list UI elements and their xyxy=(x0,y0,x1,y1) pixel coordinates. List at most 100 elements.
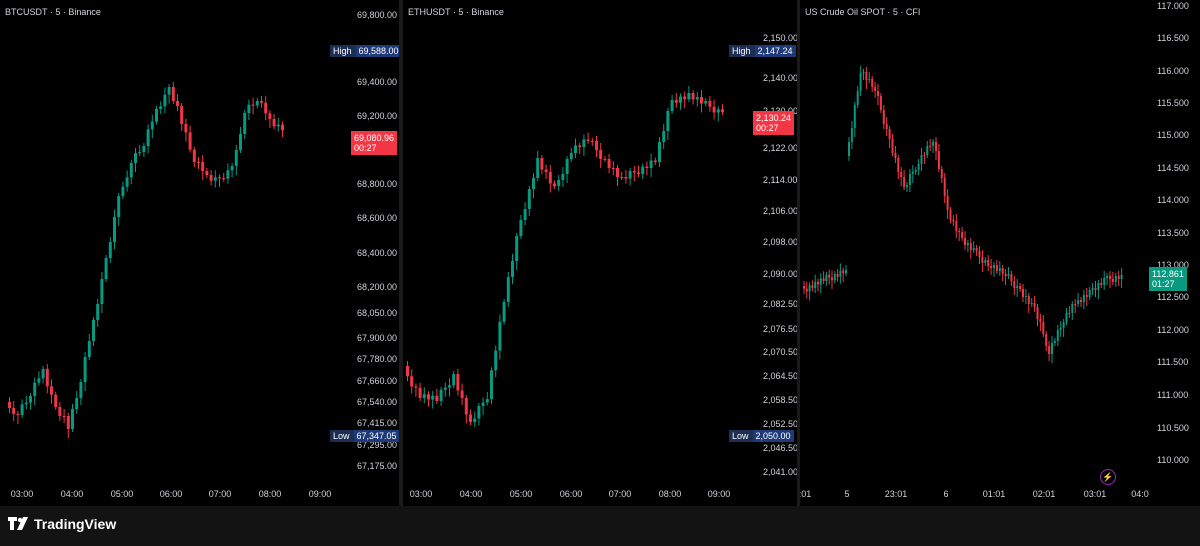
candle-body xyxy=(995,265,998,271)
candle-body xyxy=(469,414,472,422)
candle-body xyxy=(255,101,259,106)
candle-body xyxy=(490,370,493,399)
candle-body xyxy=(1036,307,1039,319)
price-tick-label: 2,082.50 xyxy=(763,299,798,309)
candle-body xyxy=(37,378,41,383)
btc-candles xyxy=(8,82,284,438)
candle-body xyxy=(900,172,903,177)
candle-body xyxy=(574,145,577,153)
price-tick-label: 67,660.00 xyxy=(357,376,398,386)
candle-body xyxy=(180,106,184,124)
tradingview-logo[interactable]: TradingView xyxy=(8,516,116,532)
candle-body xyxy=(811,285,814,288)
symbol-title[interactable]: BTCUSDT · 5 · Binance xyxy=(5,7,101,17)
candle-body xyxy=(1056,330,1059,341)
candle-body xyxy=(1103,278,1106,285)
time-tick-label: 03:00 xyxy=(10,489,34,499)
price-tick-label: 68,400.00 xyxy=(357,248,398,258)
candle-body xyxy=(1051,343,1053,354)
candle-body xyxy=(914,170,917,172)
last-price-badge: 2,130.24 00:27 xyxy=(753,111,795,135)
candle-body xyxy=(226,170,230,179)
candle-body xyxy=(891,139,894,153)
chart-panel-btc[interactable]: BTCUSDT · 5 · Binance 69,800.00 69,400.00… xyxy=(0,0,400,506)
candle-body xyxy=(943,178,946,196)
chart-panel-eth[interactable]: ETHUSDT · 5 · Binance 2,150.00 2,140.00 2,… xyxy=(403,0,798,506)
candle-body xyxy=(839,270,842,277)
candle-body xyxy=(850,128,853,142)
candle-body xyxy=(1077,300,1080,304)
candle-body xyxy=(188,132,192,150)
candle-body xyxy=(485,399,489,403)
candle-body xyxy=(859,73,862,91)
price-tick-label: 2,070.50 xyxy=(763,347,798,357)
candle-body xyxy=(984,260,987,263)
candle-body xyxy=(998,268,1001,271)
symbol-title[interactable]: US Crude Oil SPOT · 5 · CFI xyxy=(805,7,921,17)
candle-body xyxy=(511,261,514,277)
candle-body xyxy=(845,270,847,274)
candle-body xyxy=(712,106,716,113)
price-scale[interactable]: 69,800.0069,400.0069,200.0069,000.0068,8… xyxy=(350,0,400,484)
price-tick-label: 115.000 xyxy=(1157,130,1189,140)
candle-body xyxy=(29,396,32,403)
candle-body xyxy=(611,168,615,169)
time-tick-label: 06:00 xyxy=(159,489,183,499)
time-tick-label: 07:00 xyxy=(208,489,232,499)
time-tick-label: 03:00 xyxy=(409,489,433,499)
lightning-icon[interactable]: ⚡ xyxy=(1100,469,1116,485)
candle-body xyxy=(868,79,871,80)
candle-body xyxy=(448,385,451,388)
candle-body xyxy=(949,210,952,220)
candle-body xyxy=(502,302,506,322)
panel-divider[interactable] xyxy=(399,0,403,506)
candle-body xyxy=(825,274,828,281)
candle-body xyxy=(865,72,868,80)
price-tick-label: 2,090.00 xyxy=(763,269,798,279)
candle-body xyxy=(670,100,674,111)
candle-body xyxy=(281,124,284,130)
candle-body xyxy=(599,150,603,159)
candle-body xyxy=(460,390,464,398)
candle-body xyxy=(1106,276,1109,278)
candle-body xyxy=(557,180,561,186)
candle-body xyxy=(83,357,87,382)
candle-body xyxy=(1094,288,1097,290)
candle-body xyxy=(1062,322,1065,328)
candle-body xyxy=(121,186,125,196)
candle-body xyxy=(117,196,121,217)
candle-body xyxy=(966,243,969,245)
last-price: 69,080.96 xyxy=(354,133,395,143)
candle-body xyxy=(683,96,687,100)
price-scale[interactable]: 117.000 116.500 116.000 115.500 115.000 114.5… xyxy=(1150,0,1200,484)
candle-body xyxy=(700,97,703,104)
candle-body xyxy=(464,398,468,415)
symbol-title[interactable]: ETHUSDT · 5 · Binance xyxy=(408,7,504,17)
candle-body xyxy=(972,248,975,250)
candle-body xyxy=(1033,303,1036,307)
candle-body xyxy=(848,142,850,156)
candle-body xyxy=(1048,346,1051,354)
candle-body xyxy=(908,174,911,185)
candle-body xyxy=(100,279,104,304)
candle-body xyxy=(620,177,624,178)
candle-body xyxy=(272,119,276,127)
candle-body xyxy=(192,149,196,162)
bar-countdown: 01:27 xyxy=(1152,279,1175,289)
candle-body xyxy=(674,100,678,103)
panel-divider[interactable] xyxy=(797,0,801,506)
price-tick-label: 113.500 xyxy=(1157,228,1189,238)
price-tick-label: 69,200.00 xyxy=(357,111,398,121)
candle-body xyxy=(1045,334,1048,346)
price-tick-label: 115.500 xyxy=(1157,98,1189,108)
chart-panel-crude-oil[interactable]: US Crude Oil SPOT · 5 · CFI 117.000 116.5… xyxy=(800,0,1200,506)
time-tick-label: 08:00 xyxy=(258,489,282,499)
candle-body xyxy=(708,101,712,107)
candle-body xyxy=(527,189,531,209)
price-scale[interactable]: 2,150.002,140.002,130.002,122.002,114.00… xyxy=(756,0,798,484)
candle-body xyxy=(477,406,481,419)
candle-body xyxy=(578,145,582,147)
price-tick-label: 2,098.00 xyxy=(763,237,798,247)
candle-body xyxy=(142,146,146,152)
low-badge: Low 2,050.00 xyxy=(729,430,794,442)
